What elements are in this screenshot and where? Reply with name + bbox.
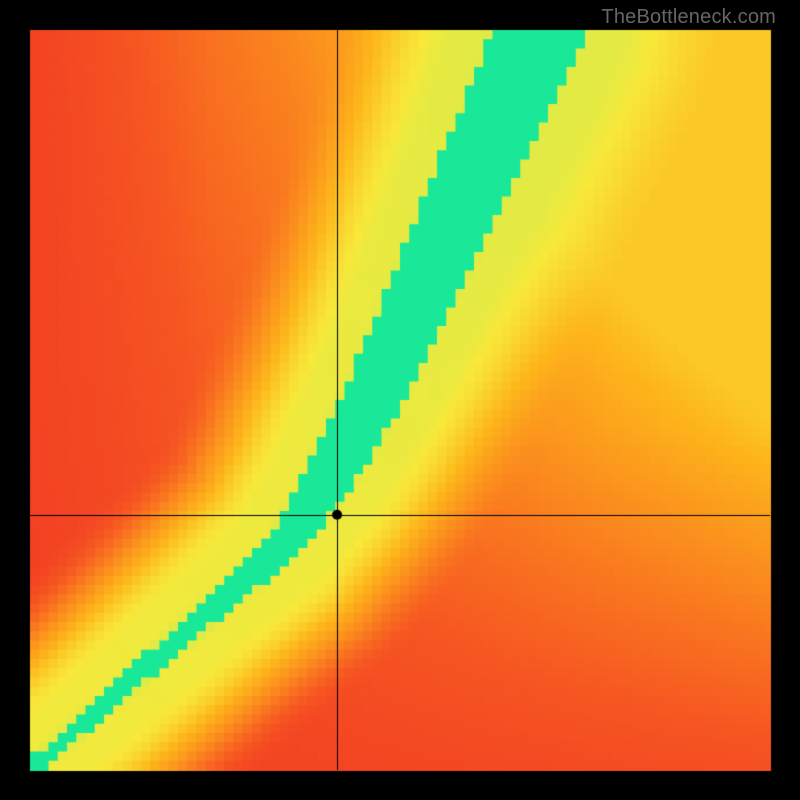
overlay-canvas (0, 0, 800, 800)
watermark-text: TheBottleneck.com (601, 6, 776, 29)
chart-container: TheBottleneck.com (0, 0, 800, 800)
